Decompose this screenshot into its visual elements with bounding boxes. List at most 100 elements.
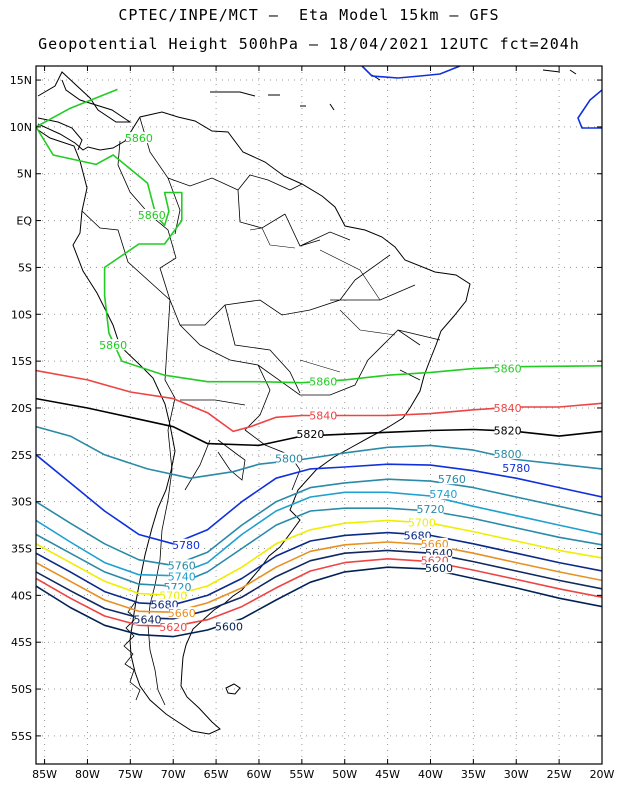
contour-label-5720: 5720 (416, 503, 444, 516)
contour-label-bg (160, 621, 187, 633)
contour-label-bg (494, 401, 521, 413)
lat-tick-label: 45S (11, 636, 32, 649)
contour-label-5820: 5820 (494, 424, 522, 437)
contour-label-bg (438, 473, 465, 485)
lon-tick-label: 20W (590, 768, 615, 781)
contour-label-bg (125, 132, 152, 144)
contour-line-top-fragment (361, 66, 461, 79)
contour-line-5620 (36, 558, 602, 628)
contour-label-5860: 5860 (494, 363, 522, 376)
contour-label-bg (160, 589, 187, 601)
contour-label-bg (404, 529, 431, 541)
contour-label-bg (173, 538, 200, 550)
contour-label-5780: 5780 (502, 462, 530, 475)
south-america-coastline (37, 111, 471, 735)
contour-label-bg (168, 607, 195, 619)
lat-tick-label: 40S (11, 589, 32, 602)
inland-lines (249, 227, 396, 373)
contour-label-5860: 5860 (138, 209, 166, 222)
contour-line-5740 (36, 491, 602, 577)
lat-tick-label: 5N (17, 168, 32, 181)
contour-label-5860: 5860 (99, 339, 127, 352)
contour-label-5640: 5640 (133, 614, 161, 627)
chart-title-line2: Geopotential Height 500hPa – 18/04/2021 … (38, 35, 580, 53)
contour-label-bg (275, 452, 302, 464)
contour-label-bg (297, 428, 324, 440)
falkland-islands (225, 683, 241, 695)
contour-label-5860: 5860 (309, 376, 337, 389)
contour-label-bg (417, 503, 444, 515)
lon-tick-label: 35W (461, 768, 486, 781)
plot-frame (35, 65, 603, 765)
contour-label-bg (138, 208, 165, 220)
contour-label-5840: 5840 (494, 402, 522, 415)
lat-tick-label: 10N (10, 121, 32, 134)
contour-label-bg (430, 488, 457, 500)
contour-label-5760: 5760 (438, 473, 466, 486)
lat-tick-label: 35S (11, 543, 32, 556)
contour-label-bg (494, 447, 521, 459)
lon-tick-label: 55W (289, 768, 314, 781)
lat-tick-label: 10S (11, 308, 32, 321)
lat-tick-label: 5S (18, 261, 32, 274)
lon-tick-label: 50W (332, 768, 357, 781)
contour-label-bg (164, 580, 191, 592)
contour-label-5780: 5780 (172, 539, 200, 552)
lat-tick-label: EQ (16, 215, 32, 228)
contour-line-5700 (36, 519, 602, 597)
contour-labels: 5860 5860 5860 5860 5860 5840 5840 5820 5820 5800… (99, 132, 530, 634)
axis-ticks: 15N 10N 5N EQ 5S 10S 15S 20S 25S 30S 35S 40S 45S 50S 5… (10, 66, 615, 781)
contour-label-bg (426, 547, 453, 559)
contour-label-bg (168, 559, 195, 571)
contour-line-5680 (36, 531, 602, 606)
lat-tick-label: 15S (11, 355, 32, 368)
lat-tick-label: 25S (11, 449, 32, 462)
lon-tick-label: 85W (32, 768, 57, 781)
contour-label-bg (426, 562, 453, 574)
contour-label-5820: 5820 (296, 428, 324, 441)
lat-tick-label: 55S (11, 730, 32, 743)
contour-label-bg (100, 339, 127, 351)
contour-label-bg (421, 554, 448, 566)
lon-tick-label: 60W (247, 768, 272, 781)
contour-line-5720 (36, 507, 602, 587)
contour-label-bg (151, 598, 178, 610)
contour-line-5640 (36, 549, 602, 620)
chart-title-line1: CPTEC/INPE/MCT – Eta Model 15km – GFS (118, 6, 500, 24)
contour-label-5660: 5660 (168, 607, 196, 620)
lon-tick-label: 70W (161, 768, 186, 781)
contour-label-bg (134, 613, 161, 625)
caribbean-islands (210, 69, 577, 111)
lat-tick-label: 50S (11, 683, 32, 696)
contour-label-5600: 5600 (425, 562, 453, 575)
contour-label-bg (494, 362, 521, 374)
contour-line-5660 (36, 541, 602, 613)
coastline-and-borders (37, 69, 577, 735)
contour-label-5800: 5800 (275, 453, 303, 466)
contour-line-5860 (36, 88, 602, 384)
contour-label-5740: 5740 (168, 571, 196, 584)
contour-label-5860: 5860 (125, 132, 153, 145)
lon-tick-label: 45W (375, 768, 400, 781)
contour-label-5740: 5740 (429, 488, 457, 501)
lon-tick-label: 40W (418, 768, 443, 781)
contour-line-5760 (36, 478, 602, 567)
lon-tick-label: 80W (75, 768, 100, 781)
contour-label-bg (408, 516, 435, 528)
contour-line-5600 (36, 566, 602, 638)
contour-label-bg (310, 409, 337, 421)
lon-tick-label: 25W (547, 768, 572, 781)
contour-label-5700: 5700 (408, 516, 436, 529)
contour-label-5840: 5840 (309, 409, 337, 422)
contour-label-5600: 5600 (215, 620, 243, 633)
contour-line-right-fragment (577, 89, 602, 129)
central-america-coastline (37, 71, 132, 151)
contour-label-bg (503, 461, 530, 473)
lon-tick-label: 65W (204, 768, 229, 781)
contour-label-5800: 5800 (494, 448, 522, 461)
contour-label-bg (215, 620, 242, 632)
lon-tick-label: 75W (118, 768, 143, 781)
chile-argentina-border (147, 469, 173, 706)
lat-tick-label: 30S (11, 496, 32, 509)
